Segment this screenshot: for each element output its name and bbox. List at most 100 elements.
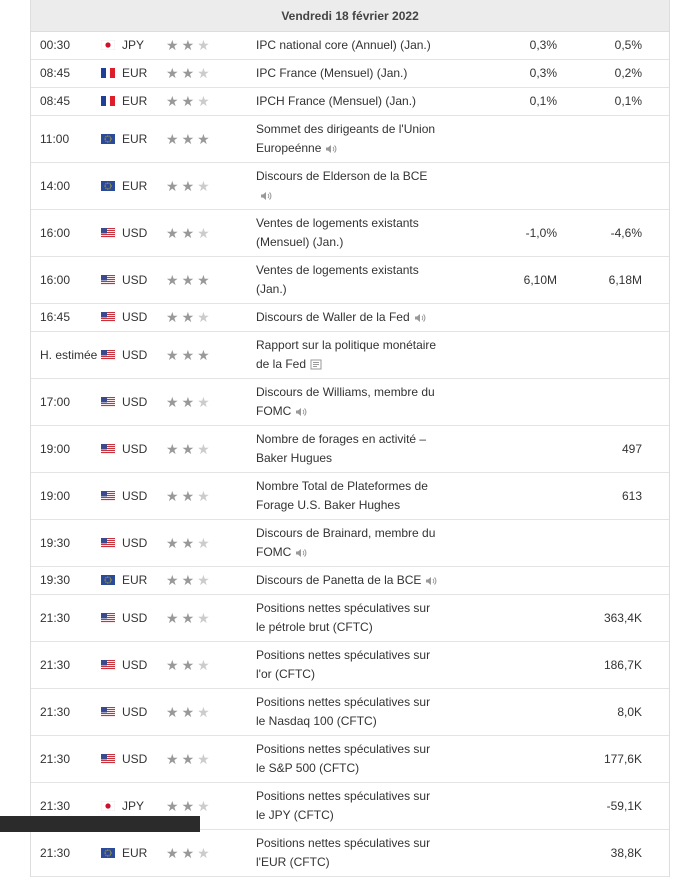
importance: ★★★ xyxy=(166,472,256,520)
value-2: -4,6% xyxy=(561,209,646,257)
star: ★ xyxy=(181,656,198,673)
event-time: 19:30 xyxy=(31,519,101,567)
forecast-value: 6,18M xyxy=(608,272,642,287)
forecast-value: 497 xyxy=(621,441,642,456)
value-1 xyxy=(446,162,561,210)
value-1 xyxy=(446,303,561,332)
event-name: Nombre de forages en activité – Baker Hu… xyxy=(256,432,427,465)
value-1 xyxy=(446,378,561,426)
event-name: Discours de Waller de la Fed xyxy=(256,310,410,324)
value-2 xyxy=(561,566,646,595)
event-icon xyxy=(421,573,437,587)
importance: ★★★ xyxy=(166,735,256,783)
empty-cell xyxy=(646,209,670,257)
event-time: 16:00 xyxy=(31,256,101,304)
currency: USD xyxy=(122,657,148,672)
event-row: 19:30 EUR ★★★ Discours de Panetta de la BCE xyxy=(31,566,670,595)
importance: ★★★ xyxy=(166,829,256,877)
value-1 xyxy=(446,735,561,783)
currency-cell: USD xyxy=(101,331,166,379)
value-1 xyxy=(446,425,561,473)
star: ★ xyxy=(197,703,213,720)
currency-cell: EUR xyxy=(101,162,166,210)
flag-icon xyxy=(101,133,115,144)
value-1 xyxy=(446,566,561,595)
star: ★ xyxy=(181,572,198,588)
forecast-value: 363,4K xyxy=(603,610,642,625)
event-row: 08:45 EUR ★★★ IPCH France (Mensuel) (Jan.) 0… xyxy=(31,87,670,116)
currency-cell: USD xyxy=(101,519,166,567)
empty-cell xyxy=(646,162,670,210)
event-cell: Sommet des dirigeants de l'Union Europeé… xyxy=(256,115,446,163)
currency: EUR xyxy=(122,573,148,587)
event-time: 19:00 xyxy=(31,425,101,473)
event-icon xyxy=(256,188,272,202)
event-row: 19:00 USD ★★★ Nombre Total de Plateformes d… xyxy=(31,472,670,520)
value-1 xyxy=(446,331,561,379)
currency: EUR xyxy=(122,178,148,193)
importance: ★★★ xyxy=(166,594,256,642)
star: ★ xyxy=(181,750,198,767)
event-icon xyxy=(291,404,307,418)
event-row: 21:30 EUR ★★★ Positions nettes spéculatives… xyxy=(31,829,670,877)
event-time: 11:00 xyxy=(31,115,101,163)
star: ★ xyxy=(181,487,198,504)
empty-cell xyxy=(646,641,670,689)
event-cell: Discours de Williams, membre du FOMC xyxy=(256,378,446,426)
star: ★ xyxy=(166,93,182,109)
value-1 xyxy=(446,829,561,877)
value-1 xyxy=(446,594,561,642)
value-2 xyxy=(561,162,646,210)
star: ★ xyxy=(166,487,182,504)
event-row: 11:00 EUR ★★★ Sommet des dirigeants de l'Un… xyxy=(31,115,670,163)
flag-icon xyxy=(100,800,116,811)
event-row: 08:45 EUR ★★★ IPC France (Mensuel) (Jan.) 0,… xyxy=(31,59,670,88)
event-name: Discours de Panetta de la BCE xyxy=(256,573,422,587)
currency: JPY xyxy=(122,798,145,813)
actual-value: 0,3% xyxy=(529,38,557,52)
currency-cell: USD xyxy=(101,303,166,332)
event-cell: Positions nettes spéculatives sur le S&P… xyxy=(256,735,446,783)
star: ★ xyxy=(197,750,213,767)
importance: ★★★ xyxy=(166,378,256,426)
value-1: 0,3% xyxy=(446,59,561,88)
event-time: 21:30 xyxy=(31,688,101,736)
currency-cell: USD xyxy=(101,472,166,520)
event-cell: Ventes de logements existants (Mensuel) … xyxy=(256,209,446,257)
event-row: 16:00 USD ★★★ Ventes de logements existants… xyxy=(31,209,670,257)
flag-icon xyxy=(101,443,115,454)
empty-cell xyxy=(646,115,670,163)
star: ★ xyxy=(181,93,198,109)
currency: USD xyxy=(122,535,148,550)
star: ★ xyxy=(166,346,182,363)
currency: USD xyxy=(122,272,148,287)
event-cell: IPC France (Mensuel) (Jan.) xyxy=(256,59,446,88)
star: ★ xyxy=(166,609,182,626)
star: ★ xyxy=(166,271,182,288)
value-1 xyxy=(446,688,561,736)
star: ★ xyxy=(197,440,213,457)
event-cell: IPCH France (Mensuel) (Jan.) xyxy=(256,87,446,116)
star: ★ xyxy=(166,65,182,81)
star: ★ xyxy=(181,346,198,363)
star: ★ xyxy=(197,271,213,288)
star: ★ xyxy=(197,65,213,81)
forecast-value: 0,1% xyxy=(614,94,642,108)
importance: ★★★ xyxy=(166,31,256,60)
value-2: 0,5% xyxy=(561,31,646,60)
currency-cell: EUR xyxy=(101,87,166,116)
event-time: 16:45 xyxy=(31,303,101,332)
star: ★ xyxy=(181,65,198,81)
value-1 xyxy=(446,641,561,689)
forecast-value: 38,8K xyxy=(610,845,642,860)
value-2: 38,8K xyxy=(561,829,646,877)
event-time: 19:30 xyxy=(31,566,101,595)
event-name: IPCH France (Mensuel) (Jan.) xyxy=(256,94,417,108)
event-time: 08:45 xyxy=(31,59,101,88)
actual-value: 0,1% xyxy=(529,94,557,108)
star: ★ xyxy=(197,487,213,504)
importance: ★★★ xyxy=(166,566,256,595)
calendar: Vendredi 18 février 2022 00:30 JPY ★★★ IPC … xyxy=(30,0,670,877)
event-name: Positions nettes spéculatives sur le Nas… xyxy=(256,695,431,728)
event-name: Ventes de logements existants (Mensuel) … xyxy=(256,216,419,249)
